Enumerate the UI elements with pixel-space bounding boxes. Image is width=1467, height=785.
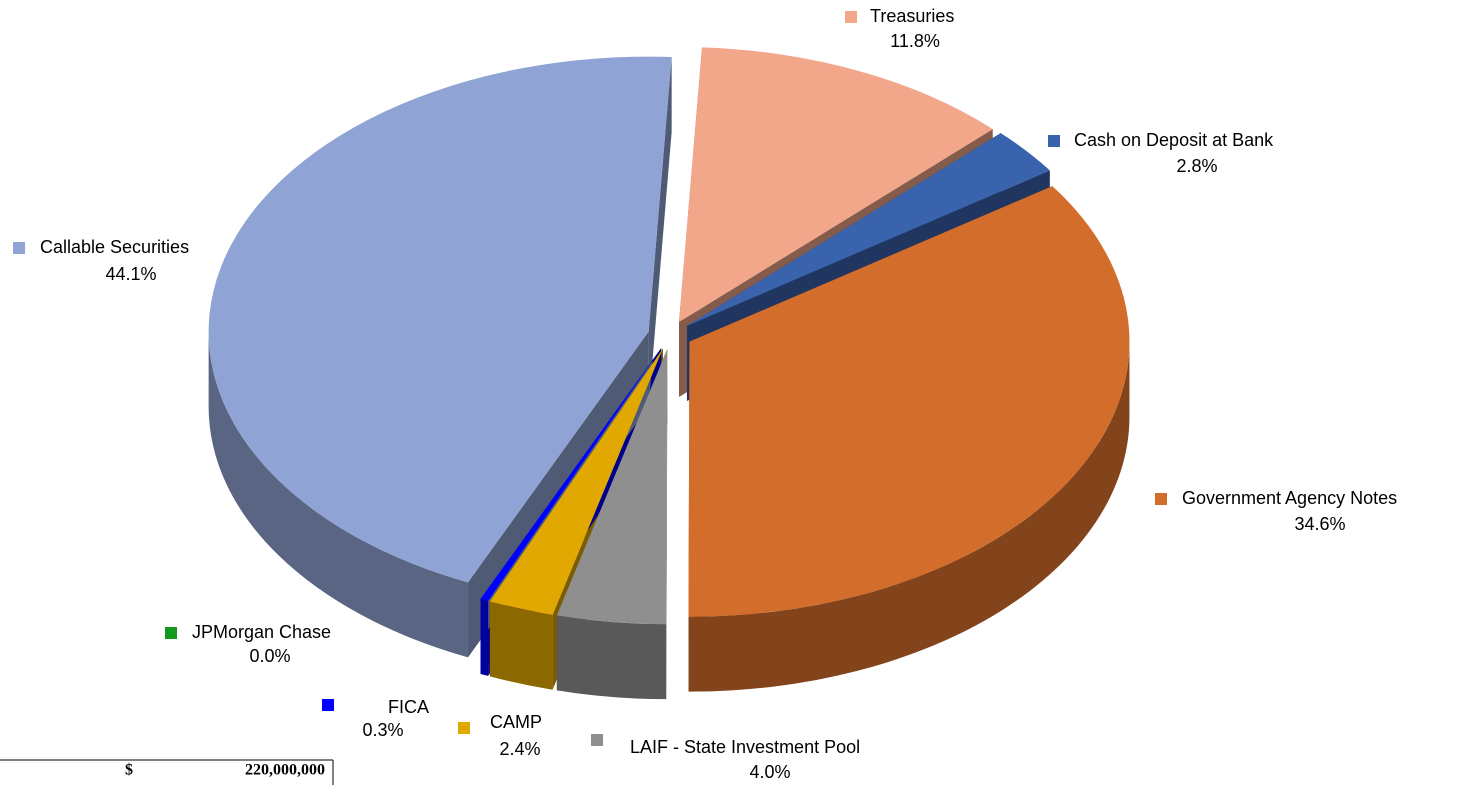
slice-value-label: 4.0% <box>749 762 790 782</box>
slice-cut-face <box>666 349 668 700</box>
legend-swatch <box>1048 135 1060 147</box>
wall-layer <box>208 331 1130 700</box>
slice-value-label: 0.0% <box>249 646 290 666</box>
total-amount: 220,000,000 <box>245 762 325 779</box>
slice-side <box>208 331 468 658</box>
currency-symbol: $ <box>125 762 133 779</box>
top-layer <box>208 47 1130 625</box>
slice-label: Treasuries <box>870 6 954 26</box>
slice-value-label: 0.3% <box>362 720 403 740</box>
slice-value-label: 2.8% <box>1176 156 1217 176</box>
legend-swatch <box>1155 493 1167 505</box>
legend-swatch <box>845 11 857 23</box>
slice <box>208 56 672 583</box>
slice-side <box>480 598 489 676</box>
slice-label: JPMorgan Chase <box>192 622 331 642</box>
slice <box>489 348 663 615</box>
slice-side <box>489 601 553 690</box>
slice-label: CAMP <box>490 712 542 732</box>
legend-swatch <box>591 734 603 746</box>
legend-swatch <box>165 627 177 639</box>
slice <box>679 47 993 322</box>
slice <box>556 349 668 625</box>
slice-value-label: 2.4% <box>499 739 540 759</box>
slice <box>688 186 1130 617</box>
legend-swatch <box>322 699 334 711</box>
slice-value-label: 44.1% <box>105 264 156 284</box>
legend-swatch <box>13 242 25 254</box>
slice-label: LAIF - State Investment Pool <box>630 737 860 757</box>
slice-value-label: 11.8% <box>890 31 940 51</box>
slice-value-label: 34.6% <box>1294 514 1345 534</box>
legend-swatch <box>458 722 470 734</box>
slice-side <box>556 615 667 700</box>
slice-cut-face <box>648 57 672 407</box>
slice-side <box>688 341 1130 692</box>
slice-label: Government Agency Notes <box>1182 488 1397 508</box>
slice-label: Cash on Deposit at Bank <box>1074 130 1274 150</box>
slice <box>480 348 662 601</box>
slice-label: Callable Securities <box>40 237 189 257</box>
slice-label: FICA <box>388 697 429 717</box>
slice <box>686 133 1050 326</box>
